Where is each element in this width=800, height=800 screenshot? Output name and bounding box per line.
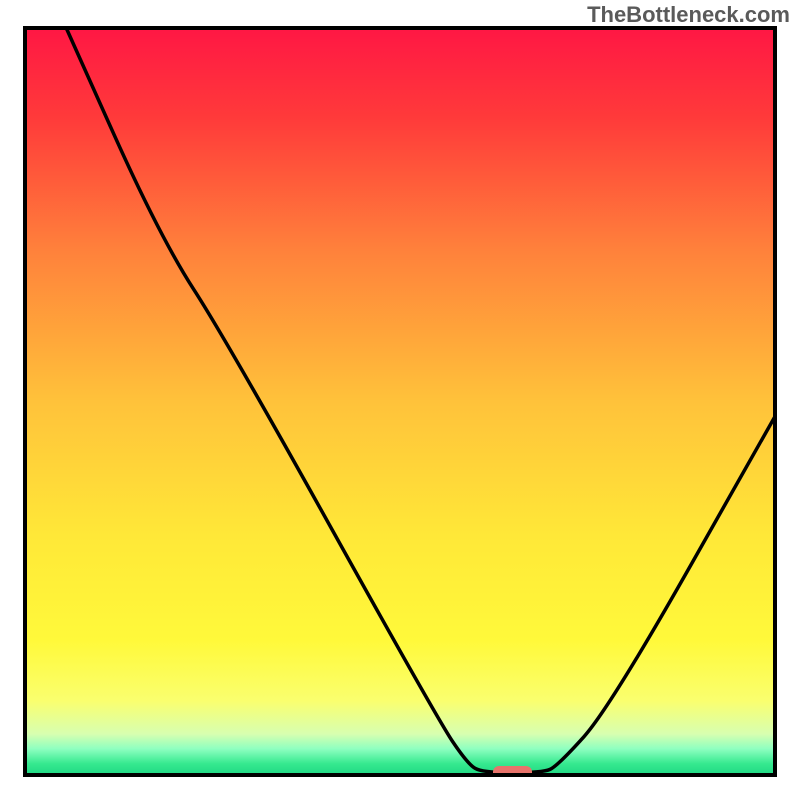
optimal-marker [493,766,532,779]
watermark-text: TheBottleneck.com [587,2,790,28]
bottleneck-chart [0,0,800,800]
chart-container: TheBottleneck.com [0,0,800,800]
plot-background [25,28,775,775]
